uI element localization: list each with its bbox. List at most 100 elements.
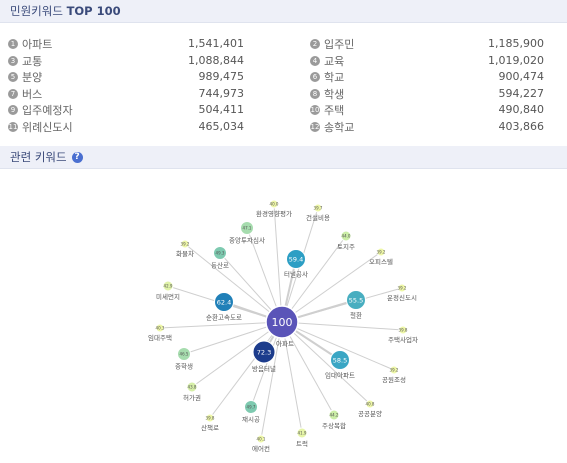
network-edge <box>159 321 283 329</box>
rank-badge: 3 <box>8 55 18 66</box>
network-node-circle[interactable] <box>213 246 227 260</box>
keyword-row[interactable]: 6 학교 900,474 <box>310 69 544 85</box>
network-node-label: 트럭 <box>296 440 308 448</box>
top-keywords-title: 민원키워드 TOP 100 <box>10 3 121 19</box>
network-node[interactable]: 43.8 허가권 <box>183 381 201 402</box>
keyword-name[interactable]: 교통 <box>22 54 43 68</box>
rank-badge: 4 <box>310 55 320 66</box>
network-node-circle[interactable] <box>340 230 352 242</box>
keyword-name[interactable]: 분양 <box>22 71 43 85</box>
network-node-score: 39.2 <box>181 242 190 247</box>
network-node[interactable]: 55.5 철환 <box>346 290 366 320</box>
network-node[interactable]: 39.2 오피스텔 <box>369 247 393 266</box>
network-node-label: 공공분양 <box>358 410 382 418</box>
keyword-row[interactable]: 2 입주민 1,185,900 <box>310 36 544 52</box>
network-node-circle[interactable] <box>346 290 366 310</box>
rank-badge: 12 <box>310 122 320 132</box>
network-center-score: 100 <box>272 316 293 329</box>
keyword-row[interactable]: 7 버스 744,973 <box>8 86 244 102</box>
network-node[interactable]: 46.5 중학생 <box>175 347 193 371</box>
network-node-score: 43.8 <box>188 385 197 390</box>
network-node[interactable]: 39.8 산책로 <box>201 413 219 432</box>
keyword-name[interactable]: 송학교 <box>324 121 355 134</box>
network-node-circle[interactable] <box>269 199 279 209</box>
keyword-count: 504,411 <box>198 103 245 117</box>
network-node[interactable]: 39.8 주택사업자 <box>388 325 418 344</box>
keyword-name[interactable]: 학생 <box>324 87 345 101</box>
network-node[interactable]: 62.4 순환고속도로 <box>206 292 242 322</box>
keyword-row[interactable]: 12 송학교 403,866 <box>310 119 544 135</box>
network-node-circle[interactable] <box>155 323 165 333</box>
network-node-score: 39.8 <box>399 328 408 333</box>
keyword-name[interactable]: 버스 <box>22 87 43 101</box>
keyword-row[interactable]: 9 입주예정자 504,411 <box>8 102 244 118</box>
network-node-circle[interactable] <box>389 365 399 375</box>
network-node[interactable]: 39.7 건설비용 <box>306 203 330 222</box>
network-edge <box>184 243 283 323</box>
network-node[interactable]: 72.3 방음터널 <box>252 340 276 373</box>
network-node-circle[interactable] <box>205 413 215 423</box>
keyword-row[interactable]: 11 위례신도시 465,034 <box>8 119 244 135</box>
network-node-circle[interactable] <box>256 434 266 444</box>
network-node[interactable]: 44.0 토지주 <box>337 230 355 251</box>
network-edge <box>281 321 371 405</box>
keyword-name[interactable]: 입주민 <box>324 38 355 51</box>
network-node-circle[interactable] <box>162 280 174 292</box>
rank-badge: 9 <box>8 105 18 116</box>
network-node-circle[interactable] <box>365 399 375 409</box>
network-node[interactable]: 49.7 재시공 <box>242 400 260 424</box>
network-edge <box>281 235 347 323</box>
network-node[interactable]: 39.2 공원조성 <box>382 365 406 384</box>
network-node-circle[interactable] <box>244 400 258 414</box>
keyword-row[interactable]: 1 아파트 1,541,401 <box>8 36 244 52</box>
keyword-name[interactable]: 주택 <box>324 104 345 118</box>
network-node-circle[interactable] <box>180 239 190 249</box>
network-node[interactable]: 49.3 동산로 <box>211 246 229 270</box>
network-node-score: 44.2 <box>330 413 339 418</box>
network-node-circle[interactable] <box>313 203 323 213</box>
keyword-name[interactable]: 입주예정자 <box>22 104 73 118</box>
network-node-circle[interactable] <box>328 409 340 421</box>
network-node[interactable]: 58.5 임대아파트 <box>325 350 355 380</box>
network-node-circle[interactable] <box>376 247 386 257</box>
network-node[interactable]: 42.9 미세먼지 <box>156 280 180 301</box>
network-node-score: 39.2 <box>390 368 399 373</box>
keyword-count: 989,475 <box>198 70 245 84</box>
network-node[interactable]: 44.2 주상복합 <box>322 409 346 430</box>
keyword-row[interactable]: 10 주택 490,840 <box>310 102 544 118</box>
keyword-row[interactable]: 3 교통 1,088,844 <box>8 53 244 69</box>
network-node-circle[interactable] <box>330 350 350 370</box>
network-node[interactable]: 40.8 공공분양 <box>358 399 382 418</box>
keyword-row[interactable]: 4 교육 1,019,020 <box>310 53 544 69</box>
keyword-row[interactable]: 5 분양 989,475 <box>8 69 244 85</box>
network-node-circle[interactable] <box>177 347 191 361</box>
question-circle-icon[interactable]: ? <box>71 151 83 163</box>
network-node[interactable]: 40.0 환경영향평가 <box>256 199 292 218</box>
network-node[interactable]: 47.1 중앙투자심사 <box>229 221 265 245</box>
keyword-name[interactable]: 교육 <box>324 54 345 68</box>
keyword-row[interactable]: 8 학생 594,227 <box>310 86 544 102</box>
network-node-circle[interactable] <box>296 427 308 439</box>
network-center-circle[interactable] <box>265 305 299 339</box>
top-keywords-header: 민원키워드 TOP 100 <box>0 0 567 23</box>
network-node[interactable]: 41.9 트럭 <box>296 427 308 448</box>
network-node-circle[interactable] <box>240 221 254 235</box>
network-node-circle[interactable] <box>397 283 407 293</box>
keyword-name[interactable]: 위례신도시 <box>22 121 73 134</box>
keyword-name[interactable]: 아파트 <box>22 38 53 51</box>
network-node-label: 주상복합 <box>322 421 346 430</box>
network-node[interactable]: 59.4 터널공사 <box>284 249 308 279</box>
network-node-circle[interactable] <box>286 249 306 269</box>
network-node-circle[interactable] <box>398 325 408 335</box>
network-center-node[interactable]: 100 아파트 <box>265 305 299 348</box>
network-node[interactable]: 39.2 운정신도시 <box>387 283 417 302</box>
network-node[interactable]: 39.2 화물차 <box>176 239 194 258</box>
network-node[interactable]: 40.3 임대주택 <box>148 323 172 342</box>
network-node-circle[interactable] <box>252 340 276 364</box>
keyword-name[interactable]: 학교 <box>324 71 345 85</box>
rank-badge: 11 <box>8 122 18 132</box>
network-node[interactable]: 40.1 에어컨 <box>252 434 270 453</box>
network-node-score: 58.5 <box>333 357 347 365</box>
network-node-circle[interactable] <box>186 381 198 393</box>
network-node-circle[interactable] <box>214 292 234 312</box>
